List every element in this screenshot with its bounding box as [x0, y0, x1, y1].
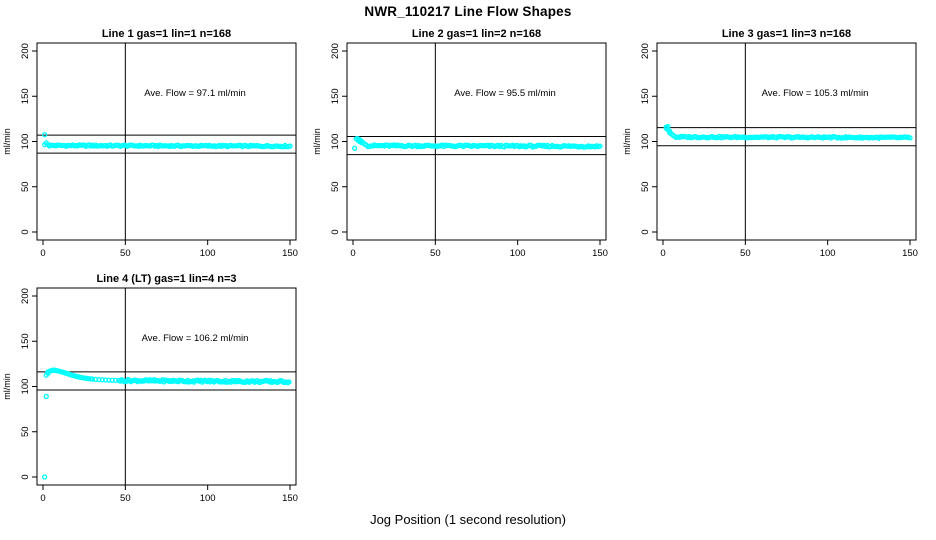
- x-tick-label: 0: [40, 248, 45, 259]
- y-tick-label: 50: [20, 426, 31, 437]
- y-tick-label: 0: [20, 229, 31, 234]
- panel-title: Line 4 (LT) gas=1 lin=4 n=3: [96, 273, 236, 285]
- page-title: NWR_110217 Line Flow Shapes: [364, 4, 572, 19]
- plot-line-4: Line 4 (LT) gas=1 lin=4 n=3 0 50 100 150 0 50 1…: [2, 273, 298, 504]
- y-tick-label: 0: [640, 229, 651, 234]
- x-axis-label: Jog Position (1 second resolution): [370, 512, 566, 527]
- x-tick-label: 50: [430, 248, 441, 259]
- panel-line-4: Line 4 (LT) gas=1 lin=4 n=3 0 50 100 150 0 50 1…: [0, 270, 316, 516]
- y-tick-label: 0: [20, 474, 31, 479]
- data-point: [93, 376, 99, 383]
- data-point: [99, 377, 105, 383]
- x-tick-label: 100: [820, 248, 836, 259]
- data-point: [287, 143, 293, 149]
- data-point: [89, 376, 96, 382]
- y-tick-label: 50: [330, 181, 341, 192]
- panel-line-1: Line 1 gas=1 lin=1 n=168 0 50 100 150 0 50 100 1…: [0, 25, 316, 271]
- y-axis-label: ml/min: [312, 128, 322, 155]
- x-tick-label: 0: [660, 248, 665, 259]
- y-tick-label: 100: [20, 379, 31, 395]
- ave-flow-annotation: Ave. Flow = 106.2 ml/min: [142, 333, 249, 344]
- x-tick-label: 100: [200, 493, 216, 504]
- y-tick-label: 100: [640, 134, 651, 150]
- y-axis-label: ml/min: [2, 373, 12, 400]
- x-tick-label: 50: [120, 493, 131, 504]
- ave-flow-annotation: Ave. Flow = 105.3 ml/min: [762, 88, 869, 99]
- data-point: [351, 145, 358, 151]
- y-tick-label: 150: [640, 88, 651, 104]
- data-point: [96, 376, 102, 383]
- plot-box: [346, 42, 607, 241]
- plot-box: [656, 42, 917, 241]
- data-point: [102, 377, 109, 383]
- y-tick-label: 200: [20, 288, 31, 304]
- data-point: [41, 132, 48, 138]
- data-point: [43, 393, 49, 400]
- y-axis-label: ml/min: [2, 128, 12, 155]
- y-tick-label: 200: [20, 43, 31, 59]
- y-tick-label: 150: [20, 333, 31, 349]
- data-point: [286, 379, 292, 385]
- x-tick-label: 100: [200, 248, 216, 259]
- ave-flow-annotation: Ave. Flow = 97.1 ml/min: [144, 88, 245, 99]
- data-point: [597, 143, 603, 149]
- y-tick-label: 50: [640, 181, 651, 192]
- y-tick-label: 200: [330, 43, 341, 59]
- x-tick-label: 150: [902, 248, 918, 259]
- y-axis-label: ml/min: [622, 128, 632, 155]
- y-tick-label: 150: [20, 88, 31, 104]
- data-point: [109, 377, 115, 383]
- panel-title: Line 3 gas=1 lin=3 n=168: [722, 28, 851, 40]
- x-tick-label: 100: [510, 248, 526, 259]
- data-point: [106, 377, 112, 383]
- plot-line-1: Line 1 gas=1 lin=1 n=168 0 50 100 150 0 50 100 1…: [2, 28, 298, 259]
- y-tick-label: 0: [330, 229, 341, 234]
- y-tick-label: 200: [640, 43, 651, 59]
- plot-line-2: Line 2 gas=1 lin=2 n=168 0 50 100 150 0 50 100 1…: [312, 28, 608, 259]
- data-point: [41, 474, 48, 480]
- x-tick-label: 150: [282, 248, 298, 259]
- x-tick-label: 150: [592, 248, 608, 259]
- data-point: [112, 377, 119, 383]
- plot-line-3: Line 3 gas=1 lin=3 n=168 0 50 100 150 0 50 100 1…: [622, 28, 918, 259]
- y-tick-label: 150: [330, 88, 341, 104]
- y-tick-label: 50: [20, 181, 31, 192]
- panel-title: Line 1 gas=1 lin=1 n=168: [102, 28, 231, 40]
- data-point: [907, 135, 913, 141]
- x-tick-label: 150: [282, 493, 298, 504]
- panel-title: Line 2 gas=1 lin=2 n=168: [412, 28, 541, 40]
- panel-line-2: Line 2 gas=1 lin=2 n=168 0 50 100 150 0 50 100 1…: [310, 25, 626, 271]
- x-tick-label: 50: [120, 248, 131, 259]
- x-tick-label: 0: [350, 248, 355, 259]
- plot-box: [36, 42, 297, 241]
- x-tick-label: 0: [40, 493, 45, 504]
- plot-box: [36, 287, 297, 486]
- panel-line-3: Line 3 gas=1 lin=3 n=168 0 50 100 150 0 50 100 1…: [620, 25, 936, 271]
- y-tick-label: 100: [20, 134, 31, 150]
- y-tick-label: 100: [330, 134, 341, 150]
- data-point: [665, 123, 671, 130]
- x-tick-label: 50: [740, 248, 751, 259]
- ave-flow-annotation: Ave. Flow = 95.5 ml/min: [454, 88, 555, 99]
